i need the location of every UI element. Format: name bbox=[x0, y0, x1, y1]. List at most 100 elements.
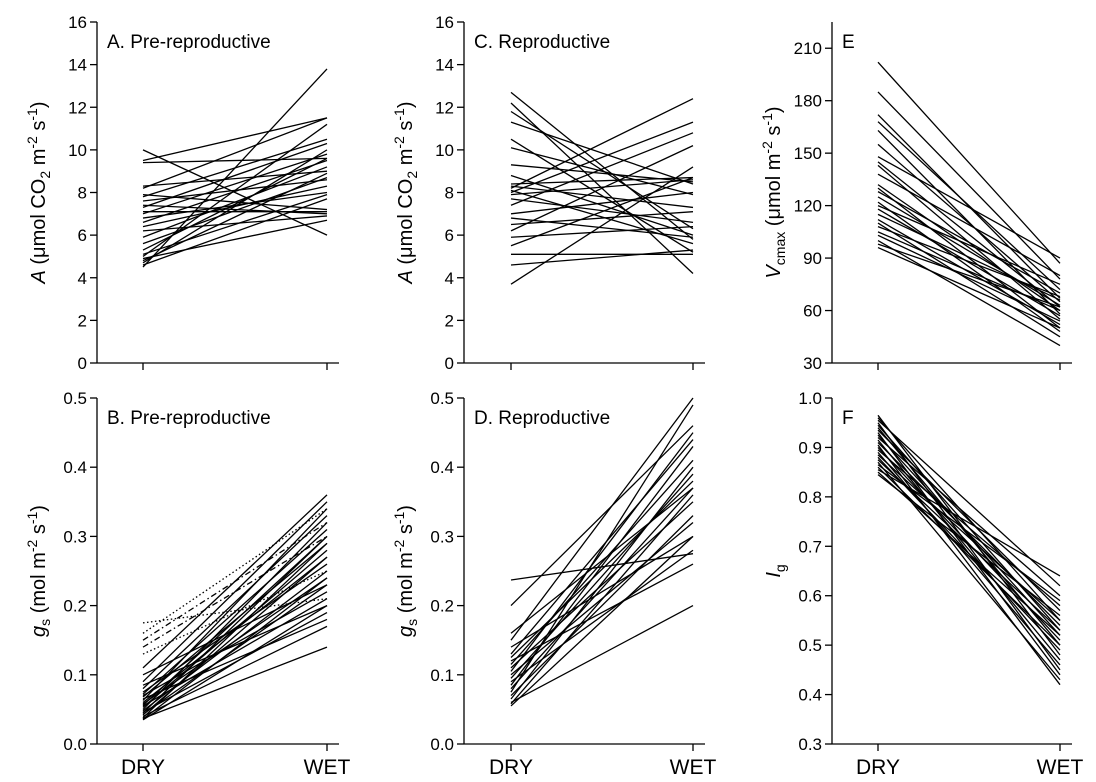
series-line-E bbox=[877, 156, 1061, 259]
y-tick-label-C: 2 bbox=[445, 311, 454, 330]
y-tick-label-F: 0.9 bbox=[798, 438, 822, 457]
series-line-A bbox=[142, 172, 328, 262]
series-line-C bbox=[510, 91, 694, 240]
series-line-A bbox=[142, 159, 328, 223]
series-line-C bbox=[510, 225, 694, 238]
y-tick-label-F: 0.6 bbox=[798, 587, 822, 606]
series-line-F bbox=[877, 444, 1061, 686]
series-line-D bbox=[510, 487, 694, 634]
series-line-D bbox=[510, 404, 694, 693]
panel-A: 0 2 4 6 8 10 12 14 16 A. Pre-reproductive A (μmol … bbox=[24, 13, 339, 373]
y-tick-label-D: 0.2 bbox=[430, 597, 454, 616]
series-line-C bbox=[510, 121, 694, 185]
panel-title-C: C. Reproductive bbox=[474, 32, 610, 53]
series-line-A bbox=[142, 117, 328, 189]
series-line-A bbox=[142, 204, 328, 215]
series-line-A bbox=[142, 68, 328, 268]
series-line-D bbox=[510, 432, 694, 672]
series-line-E bbox=[877, 222, 1061, 338]
series-line-A bbox=[142, 157, 328, 164]
series-line-F bbox=[877, 471, 1061, 636]
series-line-C bbox=[510, 145, 694, 232]
series-line-D bbox=[510, 459, 694, 665]
series-line-E bbox=[877, 184, 1061, 312]
y-axis-label-D: gs (mol m-2 s-1) bbox=[391, 505, 420, 637]
category-label-wet: WET bbox=[1037, 756, 1084, 779]
y-tick-label-C: 4 bbox=[445, 269, 454, 288]
series-line-E bbox=[877, 161, 1061, 308]
y-axis-label-E: Vcmax (μmol m-2 s-1) bbox=[759, 106, 788, 278]
series-line-D bbox=[510, 397, 694, 641]
series-line-B bbox=[142, 605, 328, 721]
series-line-C bbox=[510, 164, 694, 183]
series-line-E bbox=[877, 121, 1061, 291]
y-axis-label-C: A (μmol CO2 m-2 s-1) bbox=[391, 101, 420, 284]
series-line-B bbox=[142, 522, 328, 710]
series-line-F bbox=[877, 449, 1061, 607]
series-line-C bbox=[510, 198, 694, 223]
series-line-F bbox=[877, 442, 1061, 626]
series-line-B bbox=[142, 549, 328, 708]
series-line-D bbox=[510, 494, 694, 705]
y-tick-label-E: 150 bbox=[794, 144, 822, 163]
series-line-C bbox=[510, 249, 694, 266]
series-line-D bbox=[510, 439, 694, 655]
series-line-B bbox=[142, 570, 328, 712]
series-line-A bbox=[142, 166, 328, 238]
series-line-E bbox=[877, 240, 1061, 347]
y-tick-label-C: 16 bbox=[435, 13, 454, 32]
series-line-B bbox=[142, 618, 328, 700]
y-tick-label-C: 12 bbox=[435, 98, 454, 117]
y-tick-label-D: 0.1 bbox=[430, 666, 454, 685]
series-line-C bbox=[510, 174, 694, 236]
series-line-A bbox=[142, 117, 328, 162]
series-line-F bbox=[877, 469, 1061, 577]
y-tick-label-B: 0.1 bbox=[63, 666, 87, 685]
series-line-A bbox=[142, 191, 328, 219]
series-line-B bbox=[142, 508, 328, 701]
series-line-C bbox=[510, 132, 694, 206]
y-tick-label-C: 14 bbox=[435, 56, 454, 75]
series-line-E bbox=[877, 231, 1061, 312]
y-tick-label-F: 0.3 bbox=[798, 735, 822, 754]
panel-title-E: E bbox=[842, 32, 855, 53]
series-line-D bbox=[510, 605, 694, 704]
series-line-C bbox=[510, 191, 694, 215]
series-line-B bbox=[142, 598, 328, 624]
y-tick-label-E: 30 bbox=[803, 354, 822, 373]
y-tick-label-A: 8 bbox=[78, 184, 87, 203]
series-line-D bbox=[510, 487, 694, 690]
y-tick-label-A: 16 bbox=[68, 13, 87, 32]
series-line-E bbox=[877, 191, 1061, 294]
series-line-B bbox=[142, 494, 328, 669]
series-line-C bbox=[510, 166, 694, 285]
series-line-E bbox=[877, 205, 1061, 285]
series-line-A bbox=[142, 153, 328, 215]
series-line-D bbox=[510, 425, 694, 607]
y-tick-label-F: 0.5 bbox=[798, 636, 822, 655]
series-line-B bbox=[142, 535, 328, 706]
y-tick-label-C: 6 bbox=[445, 226, 454, 245]
panel-C: 0 2 4 6 8 10 12 14 16 C. Reproductive A (μmol CO2 … bbox=[391, 13, 705, 373]
series-line-B bbox=[142, 528, 328, 695]
series-line-C bbox=[510, 176, 694, 247]
series-line-F bbox=[877, 454, 1061, 621]
y-tick-label-E: 60 bbox=[803, 302, 822, 321]
y-tick-label-F: 1.0 bbox=[798, 389, 822, 408]
series-line-C bbox=[510, 138, 694, 253]
series-line-B bbox=[142, 646, 328, 720]
series-line-A bbox=[142, 215, 328, 232]
y-tick-label-F: 0.8 bbox=[798, 488, 822, 507]
y-tick-label-E: 90 bbox=[803, 249, 822, 268]
y-tick-label-A: 10 bbox=[68, 141, 87, 160]
series-line-A bbox=[142, 149, 328, 264]
series-line-E bbox=[877, 225, 1061, 298]
series-line-B bbox=[142, 535, 328, 714]
series-line-B bbox=[142, 535, 328, 648]
y-tick-label-F: 0.7 bbox=[798, 537, 822, 556]
y-tick-label-A: 6 bbox=[78, 226, 87, 245]
y-axis-label-B: gs (mol m-2 s-1) bbox=[24, 505, 53, 637]
y-tick-label-C: 10 bbox=[435, 141, 454, 160]
series-line-F bbox=[877, 474, 1061, 616]
